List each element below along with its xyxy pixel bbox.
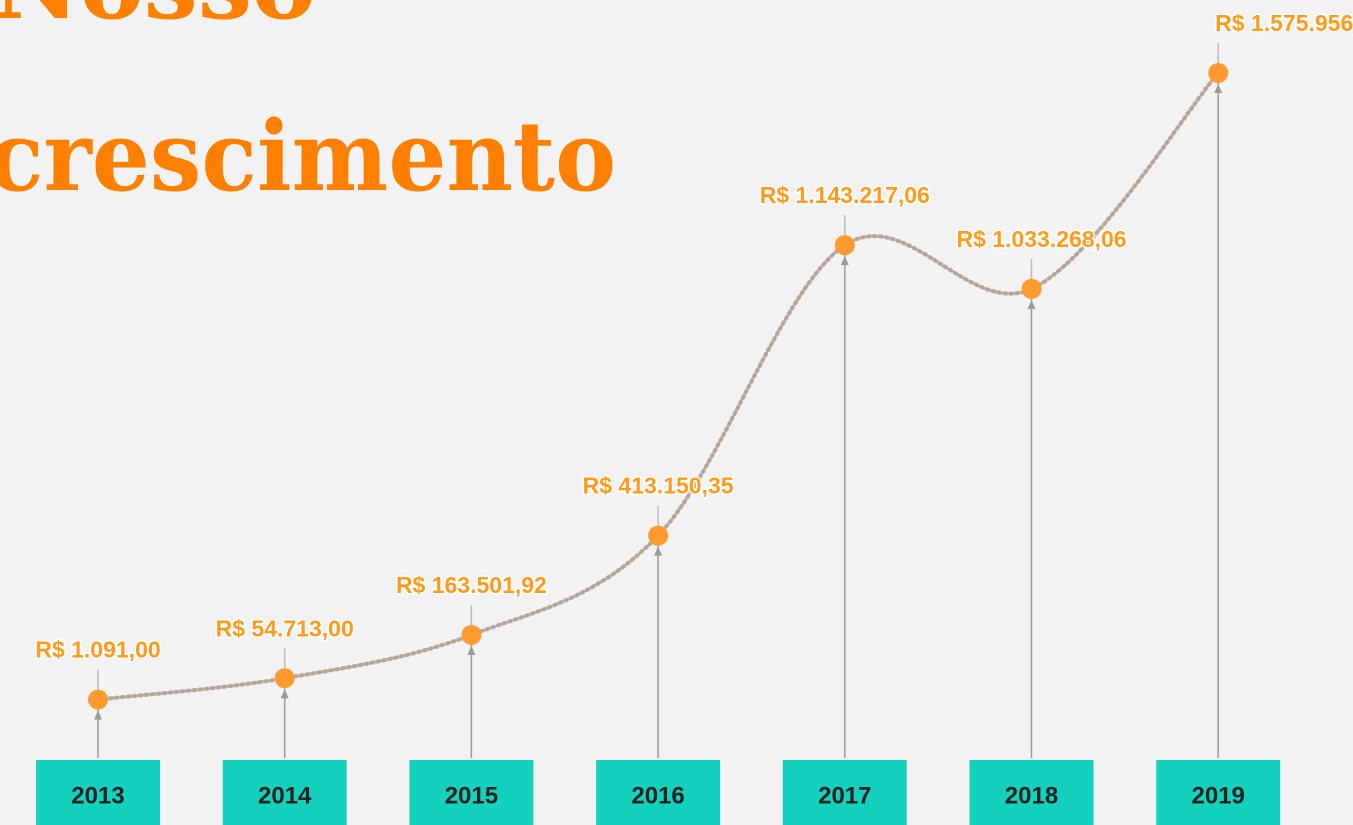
chart-title: Nosso — [0, 0, 316, 41]
year-box — [782, 760, 907, 825]
point — [834, 235, 855, 256]
stem-arrow — [280, 689, 289, 699]
data-label: R$ 54.713,00 — [216, 615, 354, 641]
x-tick-label: 2018 — [1005, 782, 1058, 809]
year-box — [409, 760, 534, 825]
data-label: R$ 1.033.268,06 — [956, 226, 1126, 252]
stem-arrow — [94, 710, 102, 720]
year-box — [969, 760, 1094, 825]
chart-title: crescimento — [0, 100, 616, 213]
year-box — [36, 760, 160, 825]
x-tick-label: 2019 — [1192, 782, 1245, 809]
point — [1208, 63, 1229, 83]
data-label: R$ 1.143.217,06 — [760, 182, 930, 208]
point — [1021, 278, 1042, 299]
year-box — [596, 760, 721, 825]
year-box — [222, 760, 347, 825]
data-label: R$ 413.150,35 — [583, 473, 734, 499]
stem-arrow — [1214, 84, 1223, 93]
data-label: R$ 1.091,00 — [35, 637, 160, 663]
stem-arrow — [840, 256, 849, 266]
point — [648, 525, 669, 546]
year-box — [1156, 760, 1281, 825]
point — [274, 668, 295, 689]
stem-arrow — [1027, 299, 1036, 309]
x-tick-label: 2014 — [258, 782, 312, 809]
line — [96, 71, 1221, 702]
x-tick-label: 2016 — [631, 782, 684, 809]
point — [88, 689, 108, 710]
x-tick-label: 2017 — [818, 782, 871, 809]
data-label: R$ 1.575.956,81 — [1215, 10, 1353, 36]
data-label: R$ 163.501,92 — [396, 572, 547, 598]
x-tick-label: 2013 — [71, 782, 124, 809]
stem-arrow — [467, 645, 476, 655]
x-tick-label: 2015 — [445, 782, 498, 809]
stem-arrow — [654, 546, 663, 556]
point — [461, 624, 482, 645]
